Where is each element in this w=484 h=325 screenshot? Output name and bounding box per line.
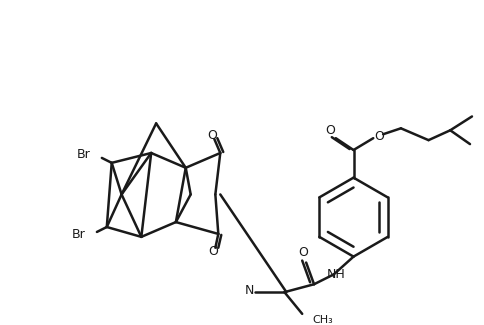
Text: O: O xyxy=(298,246,308,259)
Text: CH₃: CH₃ xyxy=(312,315,333,325)
Text: Br: Br xyxy=(76,149,90,162)
Text: O: O xyxy=(325,124,335,137)
Text: O: O xyxy=(208,129,217,142)
Text: N: N xyxy=(245,284,255,297)
Text: Br: Br xyxy=(71,228,85,241)
Text: O: O xyxy=(374,130,384,143)
Text: O: O xyxy=(209,245,218,258)
Text: NH: NH xyxy=(326,268,345,281)
